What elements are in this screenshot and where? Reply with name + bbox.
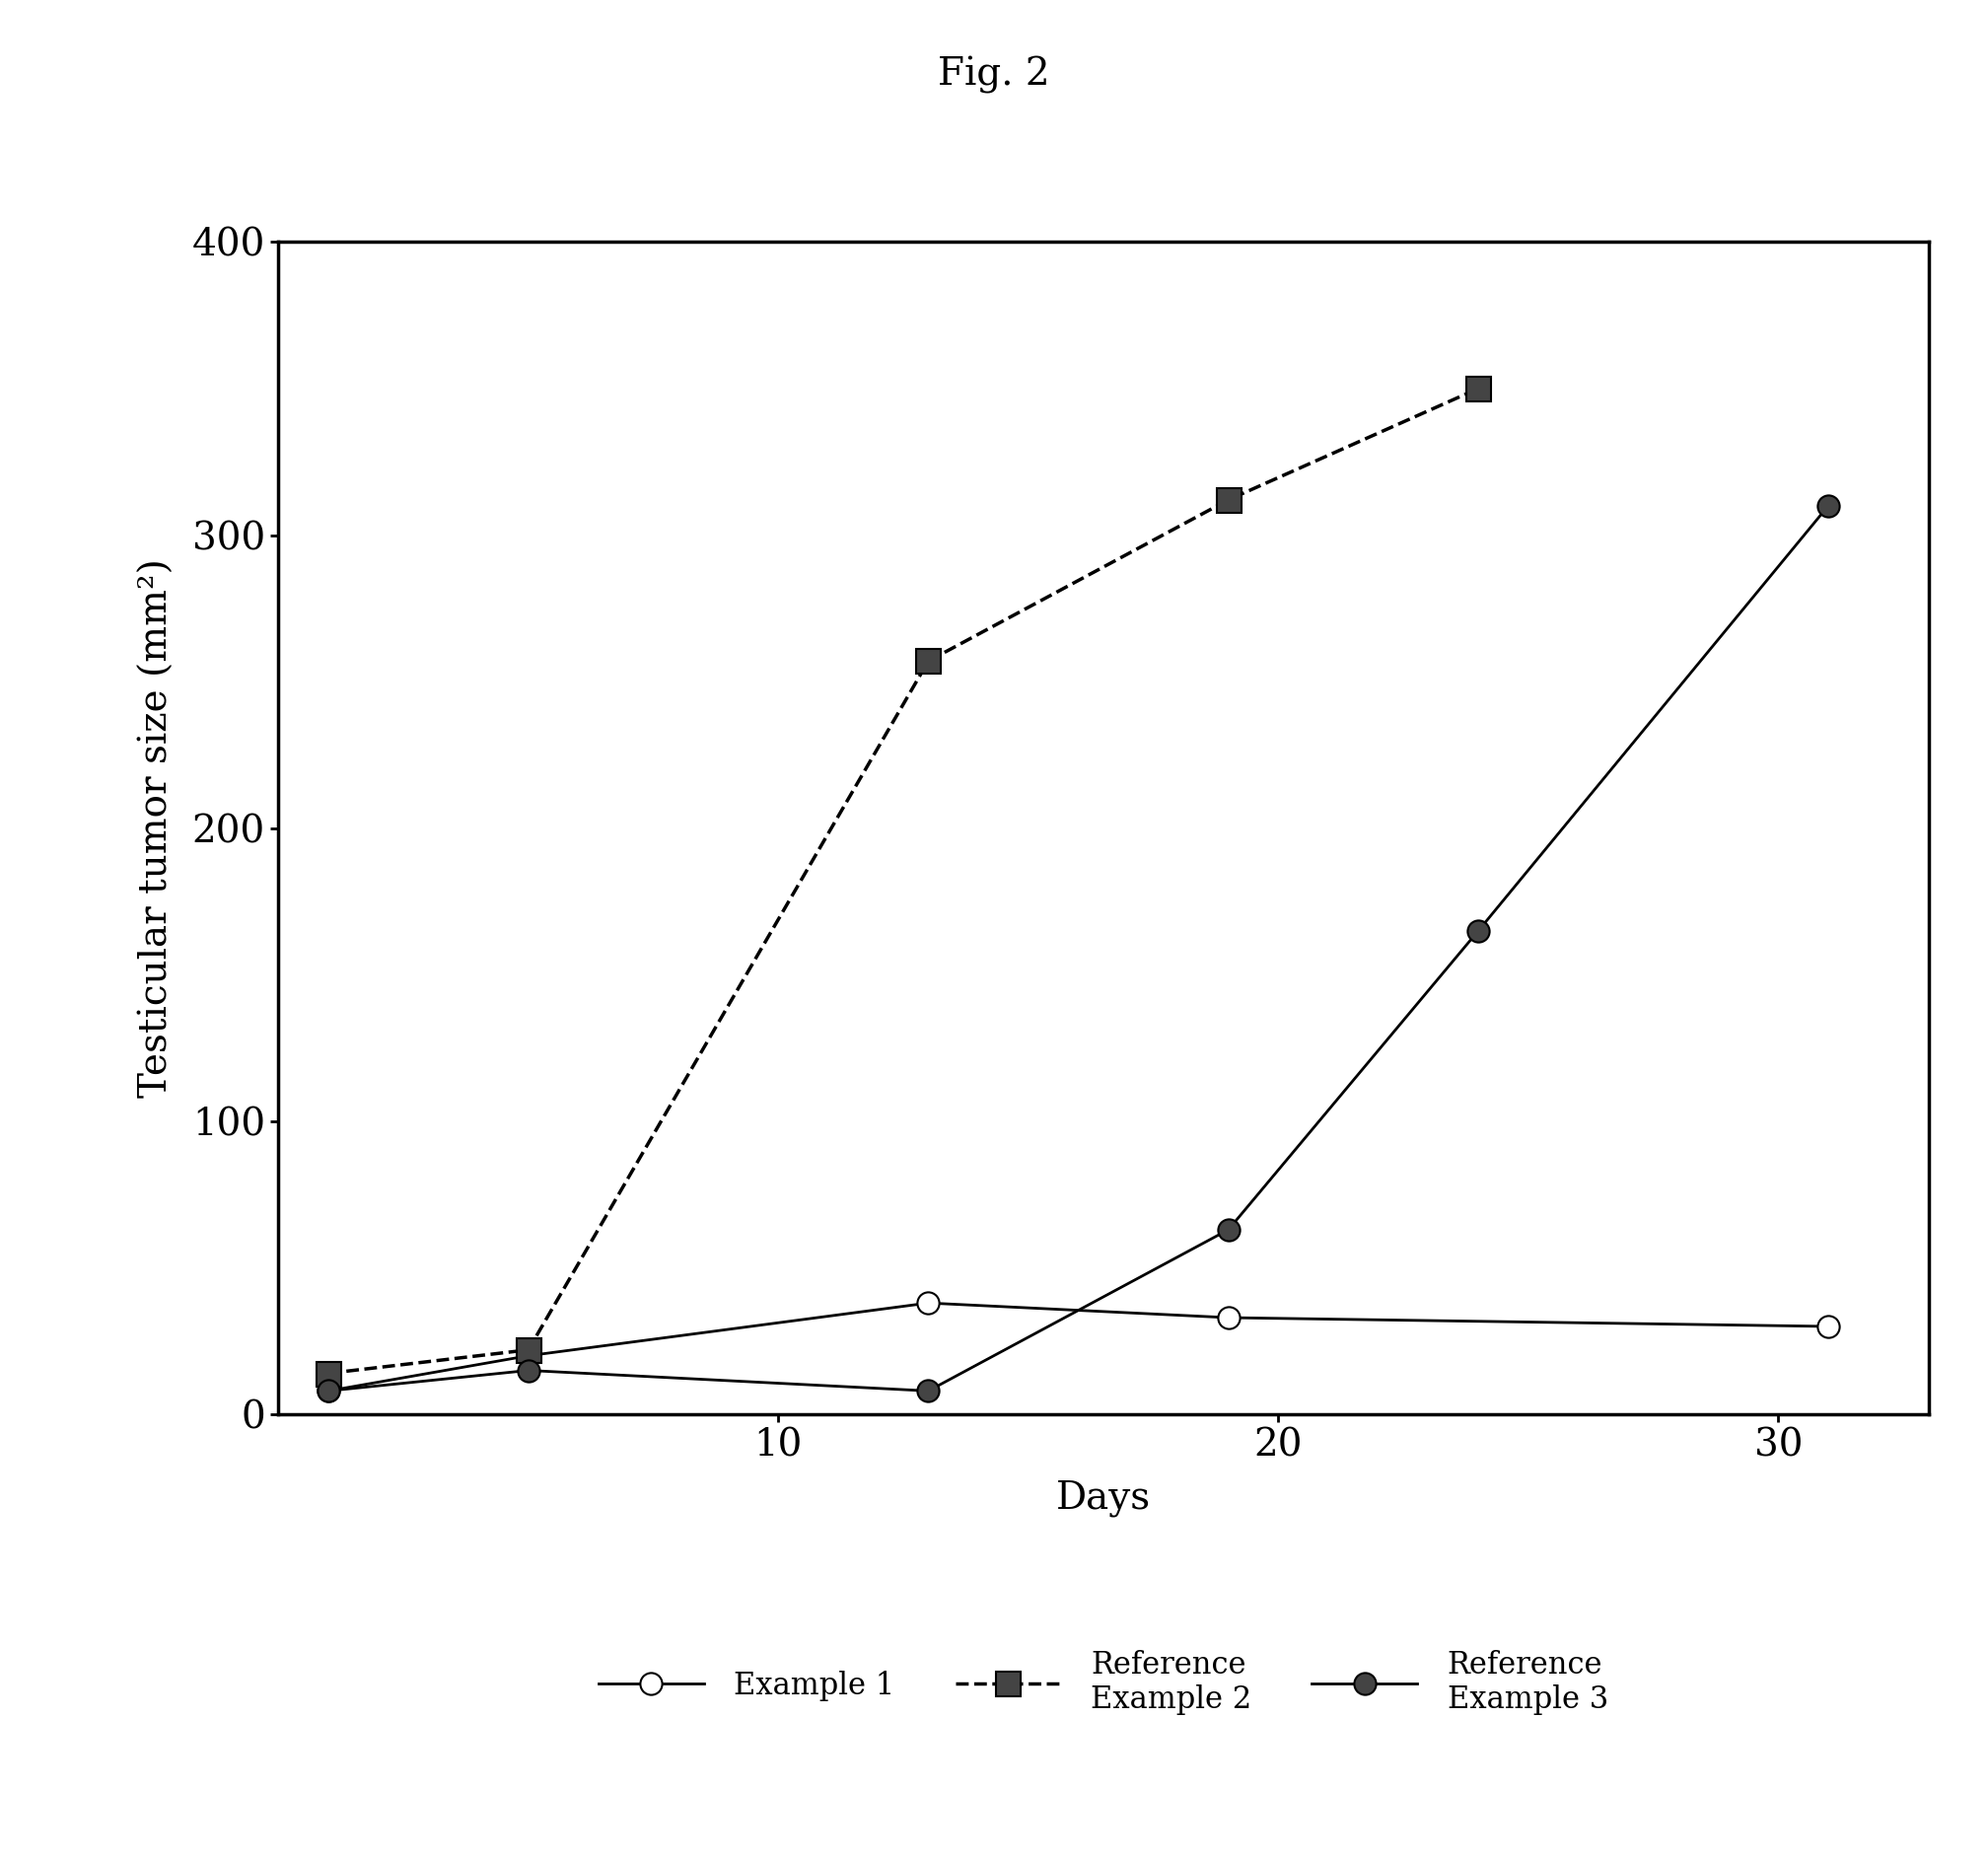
Text: Fig. 2: Fig. 2 xyxy=(938,56,1050,93)
Y-axis label: Testicular tumor size (mm²): Testicular tumor size (mm²) xyxy=(139,558,175,1098)
Legend: Example 1, Reference
Example 2, Reference
Example 3: Example 1, Reference Example 2, Referenc… xyxy=(586,1638,1620,1727)
X-axis label: Days: Days xyxy=(1056,1479,1151,1517)
